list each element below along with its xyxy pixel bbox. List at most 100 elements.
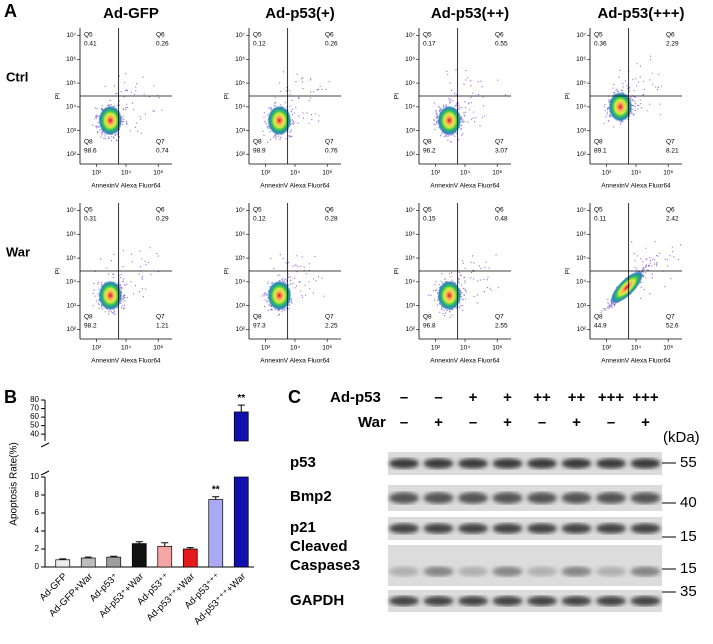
marker-size: 55 bbox=[680, 454, 697, 471]
y-axis-title: PI bbox=[55, 268, 62, 274]
quadrant-percent: 0.12 bbox=[253, 41, 266, 48]
x-tick-label: 10⁴ bbox=[631, 170, 641, 177]
x-tick-label: 10⁶ bbox=[492, 345, 502, 352]
quadrant-percent: 0.15 bbox=[423, 216, 436, 223]
band bbox=[596, 523, 626, 534]
y-tick-label: 10⁵ bbox=[576, 255, 586, 262]
column-title: Ad-GFP bbox=[103, 5, 159, 22]
x-tick-label: 10⁴ bbox=[290, 345, 300, 352]
quadrant-percent: 96.2 bbox=[423, 148, 436, 155]
quadrant-name: Q6 bbox=[666, 207, 675, 214]
y-tick-label: 10⁷ bbox=[405, 32, 415, 39]
x-tick-label: 10² bbox=[261, 345, 271, 352]
marker-size: 15 bbox=[680, 560, 697, 577]
y-tick-label: 10⁵ bbox=[66, 255, 76, 262]
blot-label: Bmp2 bbox=[290, 488, 332, 505]
density-core bbox=[610, 270, 644, 304]
x-tick-label: 10⁴ bbox=[460, 345, 470, 352]
band bbox=[630, 523, 661, 534]
x-tick-label: 10⁶ bbox=[322, 345, 332, 352]
y-tick-label: 10⁵ bbox=[405, 80, 415, 87]
quadrant-name: Q7 bbox=[666, 139, 675, 146]
treatment-level: +++ bbox=[632, 389, 659, 406]
band bbox=[492, 458, 523, 469]
treatment-name: Ad-p53 bbox=[330, 389, 381, 406]
treatment-name: War bbox=[358, 414, 386, 431]
quadrant-name: Q5 bbox=[423, 32, 432, 39]
x-axis-title: AnnexinV Alexa Fluor64 bbox=[91, 358, 161, 365]
treatment-level: + bbox=[641, 414, 650, 431]
band bbox=[389, 523, 419, 534]
y-tick-label: 10⁷ bbox=[235, 32, 245, 39]
quadrant-name: Q7 bbox=[325, 139, 334, 146]
y-tick-label: 10⁷ bbox=[576, 32, 586, 39]
quadrant-name: Q7 bbox=[325, 314, 334, 321]
error-bar bbox=[84, 556, 92, 558]
quadrant-percent: 96.8 bbox=[423, 323, 436, 330]
x-tick-label: 10⁶ bbox=[663, 345, 673, 352]
x-axis-title: AnnexinV Alexa Fluor64 bbox=[430, 358, 500, 365]
quadrant-name: Q6 bbox=[495, 207, 504, 214]
y-tick-label: 10³ bbox=[67, 302, 77, 309]
y-tick-label: 10² bbox=[236, 151, 246, 158]
column-title: Ad-p53(+++) bbox=[597, 5, 684, 22]
quadrant-name: Q5 bbox=[84, 207, 93, 214]
y-tick-label: 10⁴ bbox=[405, 279, 415, 286]
blot-membrane bbox=[388, 590, 662, 612]
error-bar bbox=[186, 547, 194, 549]
x-tick-label: 10² bbox=[431, 170, 441, 177]
density-core bbox=[98, 105, 123, 136]
quadrant-percent: 98.9 bbox=[253, 148, 266, 155]
quadrant-percent: 0.41 bbox=[84, 41, 97, 48]
y-axis-title: PI bbox=[565, 268, 572, 274]
quadrant-percent: 0.11 bbox=[594, 216, 607, 223]
y-tick-label: 10² bbox=[67, 151, 77, 158]
x-tick-label: 10⁶ bbox=[492, 170, 502, 177]
y-tick-label: 10² bbox=[236, 326, 246, 333]
panel-label: C bbox=[288, 387, 301, 407]
y-tick-label: 10⁵ bbox=[66, 80, 76, 87]
y-tick-label: 10⁶ bbox=[405, 231, 415, 238]
treatment-level: ++ bbox=[568, 389, 586, 406]
density-core bbox=[267, 280, 292, 311]
y-tick-label: 10⁷ bbox=[66, 32, 76, 39]
y-tick-label: 10³ bbox=[577, 127, 587, 134]
quadrant-percent: 98.2 bbox=[84, 323, 97, 330]
quadrant-percent: 2.29 bbox=[666, 41, 679, 48]
band bbox=[561, 492, 592, 504]
density-core bbox=[608, 91, 633, 122]
significance: ** bbox=[212, 484, 220, 495]
y-tick-label: 40 bbox=[30, 429, 39, 438]
quadrant-name: Q5 bbox=[84, 32, 93, 39]
x-axis-title: AnnexinV Alexa Fluor64 bbox=[91, 183, 161, 190]
band bbox=[527, 492, 557, 504]
quadrant-percent: 0.74 bbox=[156, 148, 169, 155]
quadrant-name: Q6 bbox=[325, 32, 334, 39]
x-tick-label: 10² bbox=[431, 345, 441, 352]
x-axis-title: AnnexinV Alexa Fluor64 bbox=[260, 358, 330, 365]
event-dots bbox=[428, 254, 500, 318]
band bbox=[389, 492, 419, 504]
quadrant-name: Q8 bbox=[594, 314, 603, 321]
quadrant-name: Q5 bbox=[423, 207, 432, 214]
significance: ** bbox=[237, 393, 245, 404]
band bbox=[492, 596, 523, 606]
y-axis-title: PI bbox=[55, 93, 62, 99]
quadrant-name: Q6 bbox=[325, 207, 334, 214]
band bbox=[458, 492, 488, 504]
quadrant-name: Q8 bbox=[253, 139, 262, 146]
band bbox=[423, 596, 454, 606]
y-tick-label: 4 bbox=[35, 526, 40, 535]
row-label: War bbox=[6, 244, 30, 259]
bar bbox=[157, 545, 173, 568]
band bbox=[423, 458, 454, 469]
y-tick-label: 10³ bbox=[236, 127, 246, 134]
marker-size: 15 bbox=[680, 528, 697, 545]
quadrant-percent: 3.07 bbox=[495, 148, 508, 155]
band bbox=[423, 523, 454, 534]
quadrant-percent: 0.29 bbox=[156, 216, 169, 223]
y-tick-label: 10⁶ bbox=[576, 56, 586, 63]
treatment-level: – bbox=[434, 389, 442, 406]
panel-label: A bbox=[4, 1, 17, 21]
treatment-level: + bbox=[503, 389, 512, 406]
